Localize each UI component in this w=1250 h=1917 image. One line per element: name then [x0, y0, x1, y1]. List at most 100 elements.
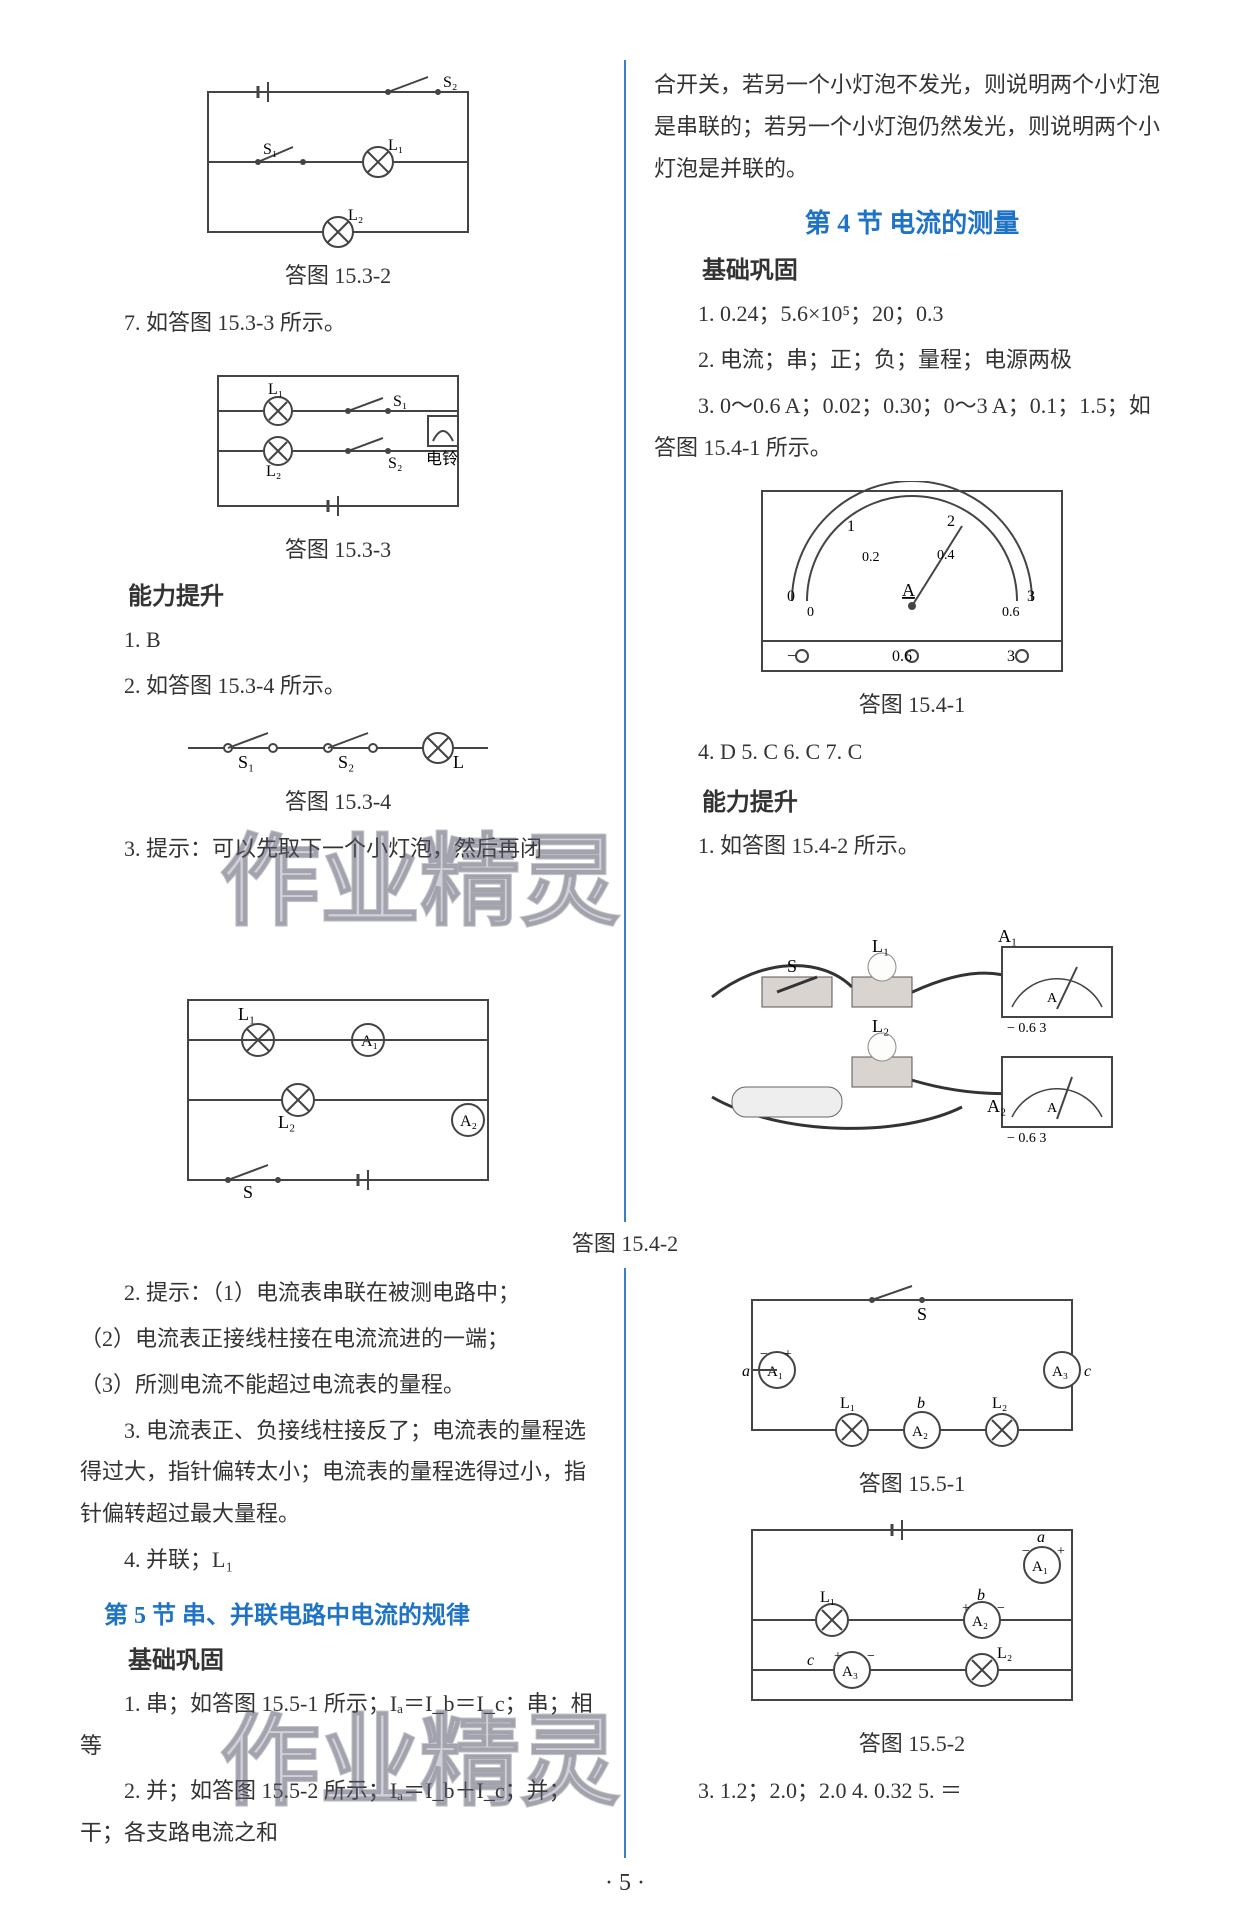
svg-text:0: 0 — [807, 605, 814, 620]
left-after-q2a: 2. 提示：（1）电流表串联在被测电路中； — [80, 1272, 596, 1314]
sec5-q1: 1. 串；如答图 15.5-1 所示；Iₐ＝I_b＝I_c；串；相等 — [80, 1683, 596, 1767]
svg-text:A₂: A₂ — [987, 1096, 1006, 1116]
svg-text:电铃: 电铃 — [426, 450, 458, 468]
right-column: 合开关，若另一个小灯泡不发光，则说明两个小灯泡是串联的；若另一个小灯泡仍然发光，… — [654, 60, 1170, 1222]
ammeter-svg: 0 1 2 3 0 0.2 0.4 0.6 A − 0.6 — [752, 481, 1072, 681]
figure-15-5-2-caption: 答图 15.5-2 — [654, 1726, 1170, 1758]
lower-divider — [624, 1268, 626, 1858]
figure-15-4-2-caption: 答图 15.4-2 — [80, 1226, 1170, 1258]
figure-15-5-2: A₁ a − + L₁ A₂ b + − A₃ — [654, 1510, 1170, 1758]
circuit-15-4-2-left-svg: L₁ A₁ L₂ A₂ S — [168, 980, 508, 1210]
left-column: S₂ S₁ L₁ — [80, 60, 596, 1222]
svg-text:L₁: L₁ — [840, 1395, 855, 1412]
two-column-layout: S₂ S₁ L₁ — [80, 60, 1170, 1222]
svg-text:L₁: L₁ — [872, 936, 889, 956]
svg-text:S₂: S₂ — [338, 752, 354, 772]
svg-text:− 0.6 3: − 0.6 3 — [1007, 1131, 1046, 1146]
figure-15-4-2-right-apparatus: S L₁ L₂ A A₁ − 0. — [654, 897, 1170, 1177]
circuit-15-3-4-svg: S₁ S₂ L — [178, 718, 498, 778]
svg-text:L₁: L₁ — [388, 137, 403, 154]
lower-left-column: 2. 提示：（1）电流表串联在被测电路中； （2）电流表正接线柱接在电流流进的一… — [80, 1268, 596, 1858]
page: S₂ S₁ L₁ — [0, 0, 1250, 1917]
svg-text:L₂: L₂ — [997, 1645, 1012, 1662]
apparatus-svg: S L₁ L₂ A A₁ − 0. — [702, 897, 1122, 1177]
sec4-ability-q1: 1. 如答图 15.4-2 所示。 — [654, 825, 1170, 867]
svg-text:0.4: 0.4 — [937, 548, 955, 563]
svg-text:2: 2 — [947, 513, 955, 530]
sec5-q2: 2. 并；如答图 15.5-2 所示；Iₐ＝I_b＋I_c；并；干；各支路电流之… — [80, 1770, 596, 1854]
left-after-q3: 3. 电流表正、负接线柱接反了；电流表的量程选得过大，指针偏转太小；电流表的量程… — [80, 1410, 596, 1535]
figure-15-5-1-caption: 答图 15.5-1 — [654, 1466, 1170, 1498]
circuit-15-3-3-svg: L₁ S₁ L₂ S₂ 电铃 — [188, 356, 488, 526]
figure-15-3-2-caption: 答图 15.3-2 — [80, 258, 596, 290]
svg-text:+: + — [834, 1649, 842, 1664]
svg-text:−: − — [760, 1347, 768, 1362]
svg-text:S₂: S₂ — [443, 74, 457, 91]
sec5-tail-answers: 3. 1.2；2.0；2.0 4. 0.32 5. ＝ — [654, 1770, 1170, 1812]
section-4-heading: 第 4 节 电流的测量 — [654, 203, 1170, 240]
svg-text:A₃: A₃ — [842, 1664, 858, 1680]
circuit-15-3-2-svg: S₂ S₁ L₁ — [188, 72, 488, 252]
svg-text:L₂: L₂ — [348, 207, 363, 224]
sec4-mc-answers: 4. D 5. C 6. C 7. C — [654, 731, 1170, 773]
section-5-basic-subhead: 基础巩固 — [80, 1640, 596, 1675]
svg-text:L₁: L₁ — [238, 1004, 255, 1024]
section-4-basic-subhead: 基础巩固 — [654, 250, 1170, 285]
svg-text:3: 3 — [1007, 648, 1015, 665]
svg-text:L₂: L₂ — [992, 1395, 1007, 1412]
svg-text:c: c — [807, 1652, 814, 1669]
left-ability-q1: 1. B — [80, 619, 596, 661]
circuit-15-5-2-svg: A₁ a − + L₁ A₂ b + − A₃ — [722, 1510, 1102, 1720]
left-ability-q2: 2. 如答图 15.3-4 所示。 — [80, 665, 596, 707]
figure-15-3-2: S₂ S₁ L₁ — [80, 72, 596, 290]
svg-text:b: b — [977, 1587, 985, 1604]
svg-text:A: A — [1047, 991, 1058, 1006]
svg-text:− 0.6 3: − 0.6 3 — [1007, 1021, 1046, 1036]
svg-text:L₂: L₂ — [872, 1016, 889, 1036]
right-intro-continued: 合开关，若另一个小灯泡不发光，则说明两个小灯泡是串联的；若另一个小灯泡仍然发光，… — [654, 64, 1170, 189]
svg-text:−: − — [787, 648, 796, 665]
svg-text:S: S — [917, 1304, 927, 1324]
figure-15-3-4-caption: 答图 15.3-4 — [80, 784, 596, 816]
svg-text:b: b — [917, 1395, 925, 1412]
figure-15-5-1: S A₁ a −+ L₁ A₂ b — [654, 1280, 1170, 1498]
svg-text:a: a — [1037, 1529, 1045, 1546]
svg-text:a: a — [742, 1363, 750, 1380]
svg-text:S: S — [787, 956, 797, 976]
figure-15-4-1: 0 1 2 3 0 0.2 0.4 0.6 A − 0.6 — [654, 481, 1170, 719]
svg-text:−: − — [997, 1601, 1005, 1616]
svg-text:1: 1 — [847, 518, 855, 535]
svg-text:S₁: S₁ — [263, 141, 277, 158]
svg-text:A₁: A₁ — [1032, 1559, 1048, 1575]
circuit-15-5-1-svg: S A₁ a −+ L₁ A₂ b — [722, 1280, 1102, 1460]
svg-text:A₂: A₂ — [912, 1424, 928, 1440]
column-divider — [624, 60, 626, 1222]
svg-text:0: 0 — [787, 588, 795, 605]
svg-text:L₁: L₁ — [820, 1589, 835, 1606]
svg-text:0.2: 0.2 — [862, 550, 880, 565]
svg-text:+: + — [962, 1601, 970, 1616]
svg-text:S: S — [243, 1182, 253, 1202]
svg-text:A₁: A₁ — [998, 926, 1017, 946]
svg-text:A₃: A₃ — [1052, 1364, 1068, 1380]
svg-text:A₂: A₂ — [972, 1614, 988, 1630]
left-after-q4: 4. 并联；L₁ — [80, 1539, 596, 1581]
svg-text:S₁: S₁ — [393, 393, 407, 410]
figure-15-3-4: S₁ S₂ L 答图 15.3-4 — [80, 718, 596, 816]
svg-text:S₁: S₁ — [238, 752, 254, 772]
svg-text:−: − — [1022, 1544, 1030, 1559]
section-5-heading: 第 5 节 串、并联电路中电流的规律 — [80, 1595, 596, 1630]
svg-text:L₁: L₁ — [268, 381, 283, 398]
figure-15-4-2-left-schematic: L₁ A₁ L₂ A₂ S — [80, 980, 596, 1210]
svg-text:A₁: A₁ — [767, 1364, 783, 1380]
svg-text:A₁: A₁ — [361, 1033, 378, 1050]
svg-text:S₂: S₂ — [388, 455, 402, 472]
figure-15-4-1-caption: 答图 15.4-1 — [654, 687, 1170, 719]
left-ability-subhead: 能力提升 — [80, 576, 596, 611]
svg-text:A: A — [1047, 1101, 1058, 1116]
left-after-q2c: （3）所测电流不能超过电流表的量程。 — [80, 1364, 596, 1406]
svg-text:L₂: L₂ — [266, 463, 281, 480]
figure-15-3-3: L₁ S₁ L₂ S₂ 电铃 — [80, 356, 596, 564]
left-q7: 7. 如答图 15.3-3 所示。 — [80, 302, 596, 344]
svg-text:−: − — [867, 1649, 875, 1664]
